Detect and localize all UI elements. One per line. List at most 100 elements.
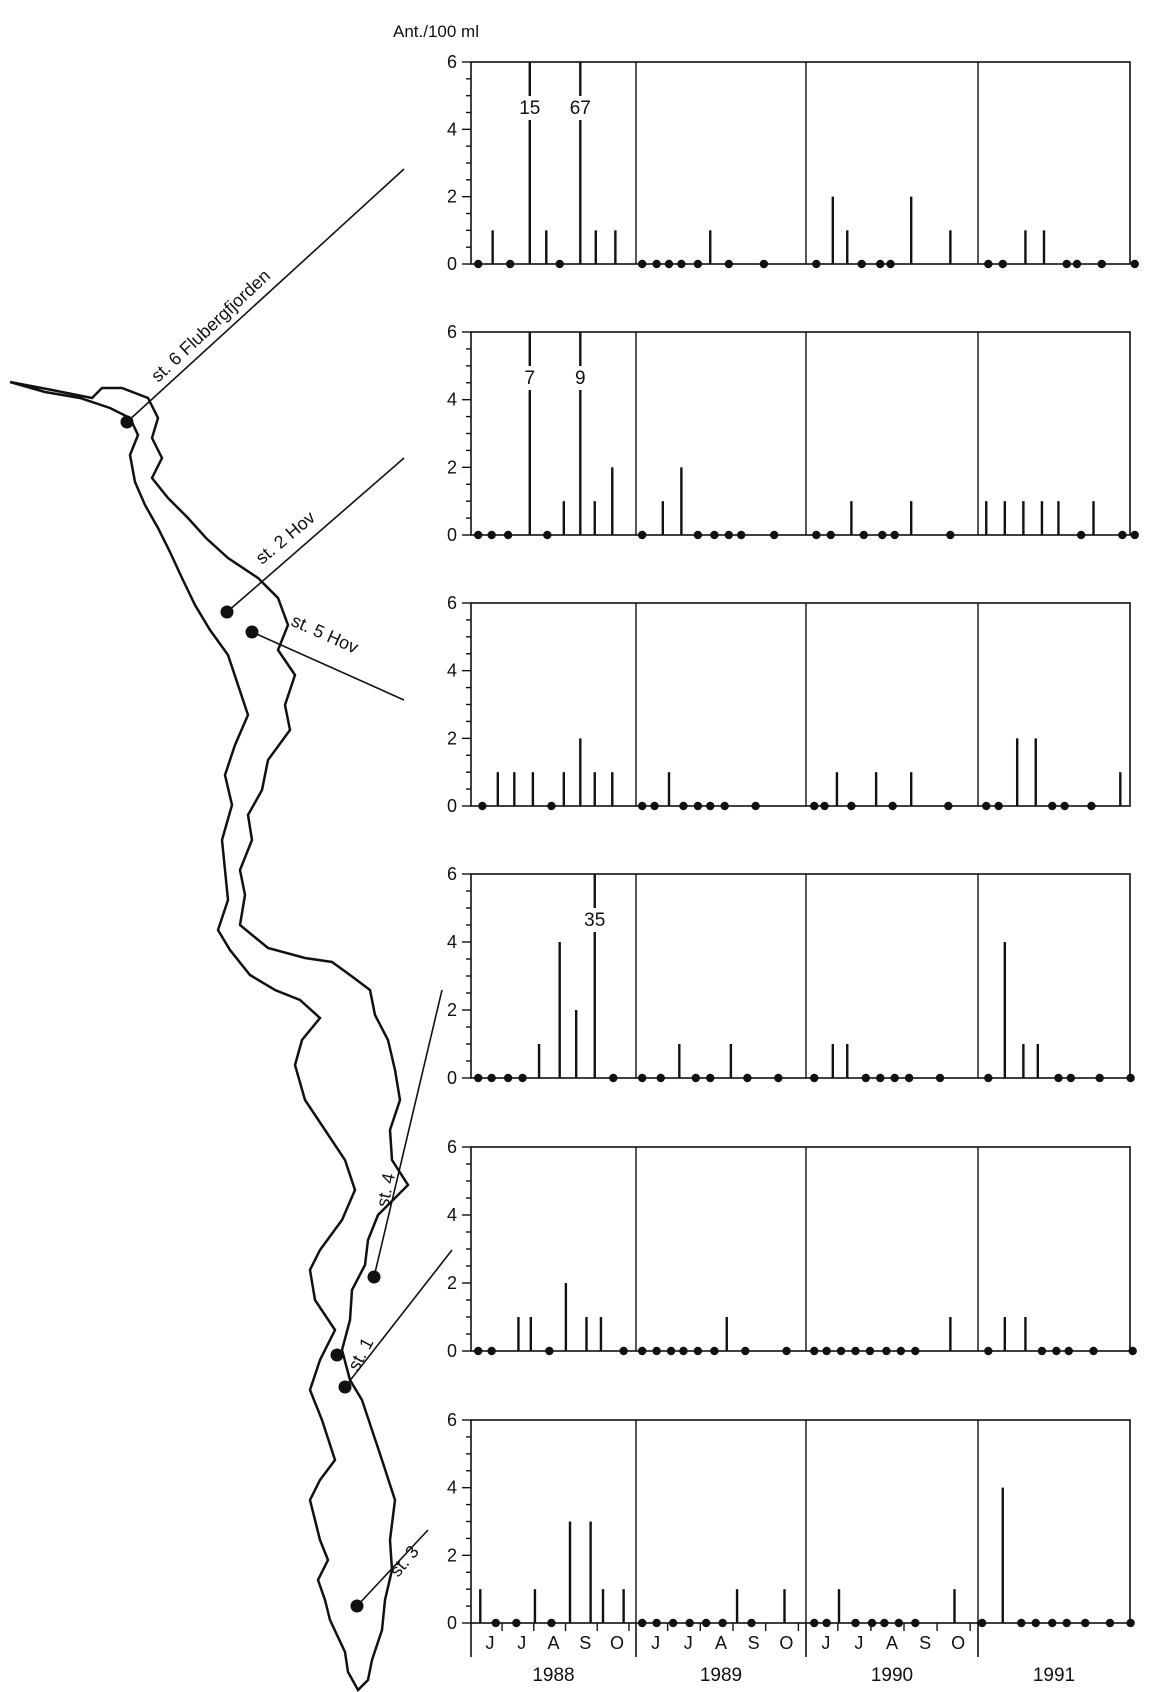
- sample-zero-point: [650, 801, 659, 811]
- lake-map: st. 6 Flubergfjorden st. 2 Hov st. 5 Hov…: [9, 168, 453, 1692]
- sample-zero-point: [664, 259, 674, 269]
- sample-zero-point: [743, 1073, 752, 1083]
- month-tick-label: O: [779, 1633, 793, 1653]
- sample-zero-point: [886, 259, 895, 269]
- sample-zero-point: [724, 530, 734, 540]
- sample-zero-point: [911, 1346, 920, 1356]
- sample-zero-point: [896, 1346, 906, 1356]
- month-tick-label: J: [854, 1633, 863, 1653]
- sample-zero-point: [751, 801, 760, 811]
- sample-zero-point: [637, 1073, 647, 1083]
- y-tick-label: 0: [447, 1613, 457, 1633]
- sample-zero-point: [677, 259, 686, 269]
- sample-zero-point: [911, 1618, 920, 1628]
- month-tick-label: J: [486, 1633, 495, 1653]
- sample-zero-point: [693, 530, 703, 540]
- sample-zero-point: [1087, 801, 1096, 811]
- sample-zero-point: [810, 1073, 819, 1083]
- sample-zero-point: [503, 1073, 513, 1083]
- sample-zero-point: [487, 1073, 496, 1083]
- sample-zero-point: [741, 1346, 750, 1356]
- label-gap: [515, 96, 544, 120]
- sample-zero-point: [679, 1346, 688, 1356]
- sample-zero-point: [706, 1073, 715, 1083]
- sample-zero-point: [656, 1073, 665, 1083]
- sample-zero-point: [474, 530, 483, 540]
- month-tick-label: O: [951, 1633, 965, 1653]
- y-tick-label: 2: [447, 1545, 457, 1565]
- sample-zero-point: [1062, 259, 1071, 269]
- sample-zero-point: [666, 1346, 676, 1356]
- sample-zero-point: [904, 1073, 914, 1083]
- sample-zero-point: [851, 1346, 860, 1356]
- sample-zero-point: [1048, 801, 1057, 811]
- sample-zero-point: [1060, 801, 1069, 811]
- month-tick-label: J: [651, 1633, 660, 1653]
- sample-zero-point: [691, 1073, 701, 1083]
- y-tick-label: 4: [447, 1478, 457, 1498]
- y-tick-label: 4: [447, 390, 457, 410]
- sample-zero-point: [890, 1073, 899, 1083]
- sample-zero-point: [652, 259, 661, 269]
- sample-zero-point: [984, 1346, 993, 1356]
- y-tick-label: 2: [447, 187, 457, 207]
- sample-zero-point: [982, 801, 991, 811]
- sample-zero-point: [888, 801, 897, 811]
- offscale-value-label: 35: [584, 910, 605, 931]
- sample-zero-point: [1052, 1346, 1061, 1356]
- y-tick-label: 0: [447, 1068, 457, 1088]
- sample-zero-point: [822, 1346, 831, 1356]
- sample-zero-point: [474, 1346, 483, 1356]
- sample-zero-point: [1105, 1618, 1115, 1628]
- station-dot-5: [245, 625, 259, 639]
- station-label-6: st. 6 Flubergfjorden: [147, 266, 274, 386]
- sample-zero-point: [984, 259, 993, 269]
- sample-zero-point: [720, 801, 729, 811]
- panel-6: 0 2 4 6: [447, 1410, 1135, 1633]
- station-dot-1a: [330, 1348, 344, 1362]
- sample-zero-point: [503, 530, 513, 540]
- y-tick-label: 0: [447, 254, 457, 274]
- sample-zero-point: [1130, 530, 1139, 540]
- sample-zero-point: [478, 801, 487, 811]
- sample-zero-point: [637, 1346, 647, 1356]
- sample-zero-point: [710, 530, 719, 540]
- y-tick-label: 6: [447, 52, 457, 72]
- sample-zero-point: [878, 530, 887, 540]
- month-tick-label: S: [919, 1633, 931, 1653]
- station-dot-4: [367, 1270, 381, 1284]
- year-label: 1991: [1033, 1665, 1075, 1686]
- sample-zero-point: [867, 1618, 877, 1628]
- sample-zero-point: [668, 1618, 678, 1628]
- sample-zero-point: [1031, 1618, 1040, 1628]
- y-tick-label: 0: [447, 525, 457, 545]
- sample-zero-point: [836, 1346, 846, 1356]
- panel-frame: [470, 1146, 1131, 1352]
- sample-zero-point: [724, 259, 734, 269]
- sample-zero-point: [637, 801, 647, 811]
- sample-zero-point: [637, 530, 647, 540]
- sample-zero-point: [474, 259, 483, 269]
- sample-zero-point: [701, 1618, 711, 1628]
- station-dot-6: [120, 415, 134, 429]
- sample-zero-point: [1097, 259, 1106, 269]
- offscale-value-label: 67: [570, 98, 591, 119]
- station-label-1: st. 1: [344, 1334, 378, 1373]
- sample-zero-point: [1089, 1346, 1098, 1356]
- sample-zero-point: [547, 1618, 556, 1628]
- y-axis-unit-label: Ant./100 ml: [393, 22, 479, 41]
- month-tick-label: S: [748, 1633, 760, 1653]
- month-tick-label: A: [715, 1633, 727, 1653]
- sample-zero-point: [679, 801, 688, 811]
- year-label: 1989: [700, 1665, 742, 1686]
- station-label-2: st. 2 Hov: [252, 507, 319, 568]
- y-tick-label: 4: [447, 1205, 457, 1225]
- sample-zero-point: [977, 1618, 987, 1628]
- panel-4: 0 2 4 6 35: [447, 864, 1135, 1088]
- panel-3: 0 2 4 6: [447, 593, 1131, 816]
- y-tick-label: 6: [447, 593, 457, 613]
- sample-zero-point: [487, 530, 496, 540]
- label-gap: [566, 366, 595, 390]
- sample-zero-point: [487, 1346, 496, 1356]
